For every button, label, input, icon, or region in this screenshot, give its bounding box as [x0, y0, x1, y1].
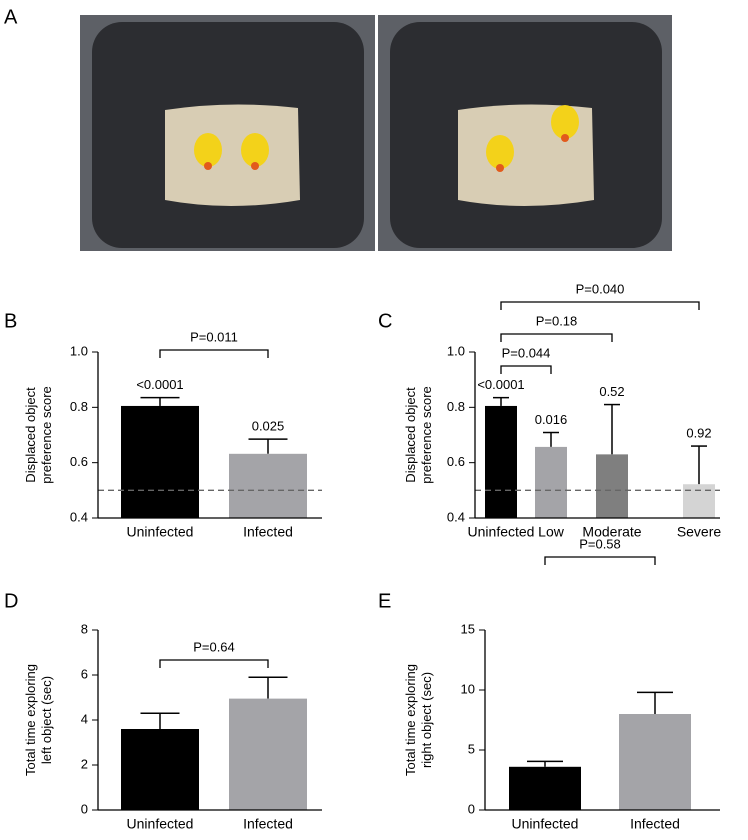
y-tick-label: 0.8 — [447, 399, 465, 414]
bar — [229, 698, 307, 810]
y-tick-label: 1.0 — [70, 343, 88, 358]
y-axis-label-line: Total time exploring — [403, 664, 418, 776]
x-tick-label: Infected — [243, 524, 293, 540]
y-tick-label: 6 — [81, 666, 88, 681]
significance-bracket — [159, 659, 269, 668]
x-tick-label: Infected — [243, 816, 293, 832]
y-tick-label: 8 — [81, 621, 88, 636]
y-tick-label: 4 — [81, 711, 88, 726]
x-tick-label: Uninfected — [468, 524, 535, 540]
y-tick-label: 0.8 — [70, 399, 88, 414]
bar — [485, 405, 517, 518]
x-tick-label: Moderate — [582, 524, 641, 540]
y-axis-label: Displaced objectpreference score — [23, 386, 54, 484]
y-axis-label: Total time exploringleft object (sec) — [23, 664, 54, 776]
panel-label: C — [378, 310, 392, 332]
y-tick-label: 0 — [81, 801, 88, 816]
x-tick-label: Low — [538, 524, 565, 540]
significance-bracket — [159, 349, 269, 358]
data-label: <0.0001 — [136, 377, 183, 392]
bar — [535, 446, 567, 518]
y-axis-label-line: left object (sec) — [39, 676, 54, 764]
y-axis-label-line: Displaced object — [403, 387, 418, 483]
panel-label: E — [378, 590, 391, 612]
x-tick-label: Uninfected — [127, 524, 194, 540]
y-tick-label: 5 — [468, 741, 475, 756]
y-axis-label: Displaced objectpreference score — [403, 386, 434, 484]
comparison-label: P=0.040 — [576, 281, 625, 296]
bar — [509, 766, 581, 810]
y-tick-label: 10 — [461, 681, 475, 696]
bar — [121, 729, 199, 810]
x-tick-label: Severe — [677, 524, 722, 540]
data-label: 0.52 — [599, 384, 624, 399]
y-tick-label: 0 — [468, 801, 475, 816]
comparison-label: P=0.64 — [193, 639, 235, 654]
panel-label: A — [4, 6, 18, 28]
x-tick-label: Uninfected — [127, 816, 194, 832]
bar — [596, 454, 628, 518]
comparison-label: P=0.044 — [502, 345, 551, 360]
panel-label: B — [4, 310, 17, 332]
bar — [683, 484, 715, 518]
y-axis-label-line: Displaced object — [23, 387, 38, 483]
y-axis-label-line: preference score — [39, 386, 54, 484]
data-label: 0.025 — [252, 419, 285, 434]
data-label: <0.0001 — [477, 377, 524, 392]
y-axis-label: Total time exploringright object (sec) — [403, 664, 434, 776]
photo-right — [378, 15, 672, 251]
y-tick-label: 2 — [81, 756, 88, 771]
x-tick-label: Uninfected — [512, 816, 579, 832]
comparison-label: P=0.58 — [579, 536, 621, 551]
panel-label: D — [4, 590, 18, 612]
y-tick-label: 0.4 — [70, 509, 88, 524]
y-tick-label: 1.0 — [447, 343, 465, 358]
photo-left — [80, 15, 375, 251]
significance-bracket — [500, 333, 613, 342]
y-tick-label: 0.4 — [447, 509, 465, 524]
bar — [121, 405, 199, 518]
bar — [229, 453, 307, 518]
x-tick-label: Infected — [630, 816, 680, 832]
y-tick-label: 15 — [461, 621, 475, 636]
bar — [619, 714, 691, 810]
significance-bracket — [544, 556, 656, 565]
y-axis-label-line: preference score — [419, 386, 434, 484]
y-axis-label-line: right object (sec) — [419, 672, 434, 768]
comparison-label: P=0.011 — [190, 329, 238, 344]
significance-bracket — [500, 365, 552, 374]
comparison-label: P=0.18 — [536, 313, 578, 328]
y-axis-label-line: Total time exploring — [23, 664, 38, 776]
significance-bracket — [500, 301, 700, 310]
data-label: 0.92 — [686, 426, 711, 441]
data-label: 0.016 — [535, 412, 568, 427]
y-tick-label: 0.6 — [447, 454, 465, 469]
y-tick-label: 0.6 — [70, 454, 88, 469]
